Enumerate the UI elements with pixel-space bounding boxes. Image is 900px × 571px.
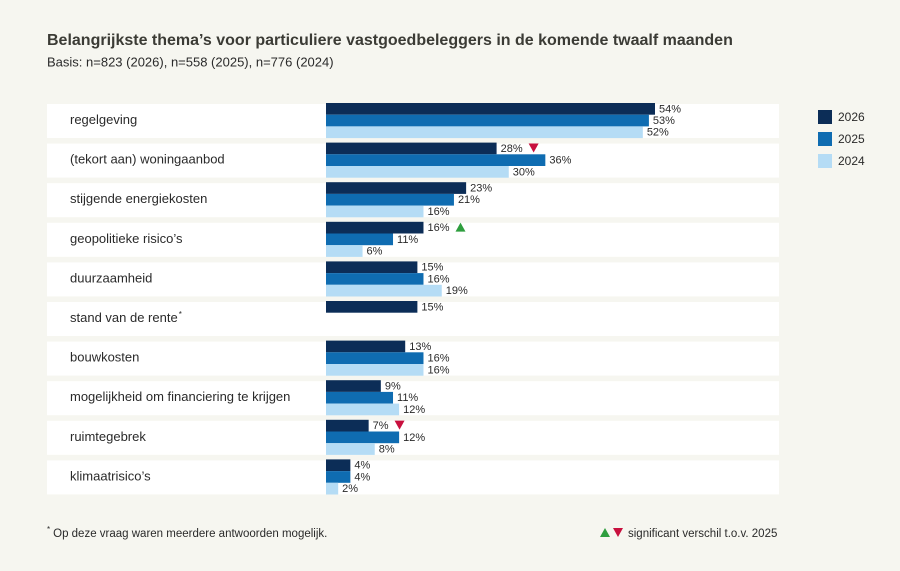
category-text: ruimtegebrek [70, 429, 146, 444]
category-label: duurzaamheid [70, 271, 152, 286]
legend-label: 2026 [838, 110, 865, 124]
value-label: 16% [427, 222, 449, 234]
legend-label: 2025 [838, 132, 865, 146]
value-label: 16% [427, 353, 449, 365]
chart-title: Belangrijkste thema’s voor particuliere … [47, 32, 733, 49]
value-label: 16% [427, 206, 449, 218]
category-text: klimaatrisico’s [70, 469, 151, 484]
bar [326, 471, 351, 483]
value-label: 7% [373, 420, 389, 432]
bar [326, 245, 363, 257]
value-label: 9% [385, 380, 401, 392]
bar [326, 154, 546, 166]
category-label: (tekort aan) woningaanbod [70, 152, 225, 167]
bar [326, 301, 418, 313]
value-label: 15% [421, 262, 443, 274]
value-label: 36% [549, 155, 571, 167]
footnote-marker: * [47, 525, 50, 534]
value-label: 23% [470, 182, 492, 194]
category-text: regelgeving [70, 112, 137, 127]
row-band [47, 460, 779, 495]
value-label: 12% [403, 432, 425, 444]
footnote: * Op deze vraag waren meerdere antwoorden… [47, 525, 327, 540]
legend-swatch [818, 132, 832, 146]
category-label: klimaatrisico’s [70, 469, 151, 484]
category-label: mogelijkheid om financiering te krijgen [70, 390, 290, 405]
legend-label: 2024 [838, 154, 865, 168]
category-text: duurzaamheid [70, 271, 152, 286]
bar [326, 182, 467, 194]
category-text: stand van de rente [70, 310, 178, 325]
bar [326, 103, 655, 115]
value-label: 28% [501, 143, 523, 155]
value-label: 4% [354, 471, 370, 483]
value-label: 8% [379, 443, 395, 455]
bar [326, 419, 369, 432]
value-label: 2% [342, 483, 358, 495]
significance-legend-up [600, 528, 610, 537]
category-text: bouwkosten [70, 350, 139, 365]
bar [326, 126, 643, 139]
category-label: stijgende energiekosten [70, 192, 207, 207]
bar [326, 391, 394, 404]
value-label: 6% [367, 245, 383, 257]
significance-marker [455, 222, 466, 232]
category-text: (tekort aan) woningaanbod [70, 152, 225, 167]
row-band [47, 381, 779, 416]
value-label: 11% [397, 234, 418, 246]
category-label: stand van de rente* [70, 310, 182, 326]
value-label: 53% [653, 115, 675, 127]
bar [326, 261, 418, 274]
category-label: bouwkosten [70, 350, 139, 365]
bar [326, 166, 509, 178]
value-label: 19% [446, 285, 468, 297]
bar [326, 380, 381, 392]
value-label: 21% [458, 194, 480, 206]
footnote-marker: * [179, 310, 182, 319]
significance-legend: significant verschil t.o.v. 2025 [628, 528, 777, 540]
legend-swatch [818, 110, 832, 124]
value-label: 12% [403, 404, 425, 416]
value-label: 11% [397, 392, 418, 404]
bar [326, 142, 497, 155]
bar [326, 459, 351, 472]
significance-legend-down [613, 528, 623, 537]
value-label: 54% [659, 103, 681, 115]
bar [326, 114, 649, 127]
category-text: geopolitieke risico’s [70, 231, 183, 246]
category-label: ruimtegebrek [70, 429, 146, 444]
footnote-text: Op deze vraag waren meerdere antwoorden … [53, 528, 327, 540]
chart-subtitle: Basis: n=823 (2026), n=558 (2025), n=776… [47, 54, 334, 69]
value-label: 13% [409, 341, 431, 353]
bar [326, 482, 339, 495]
category-label: geopolitieke risico’s [70, 231, 183, 246]
value-label: 52% [647, 127, 669, 139]
bar [326, 352, 424, 364]
category-text: mogelijkheid om financiering te krijgen [70, 390, 290, 405]
bar [326, 443, 375, 455]
bar [326, 403, 400, 416]
bar [326, 233, 394, 246]
bar [326, 193, 454, 206]
category-text: stijgende energiekosten [70, 192, 207, 207]
bar [326, 221, 424, 234]
value-label: 16% [427, 273, 449, 285]
bar [326, 284, 442, 297]
bar [326, 205, 424, 218]
value-label: 15% [421, 301, 443, 313]
value-label: 30% [513, 166, 535, 178]
legend-swatch [818, 154, 832, 168]
bar [326, 431, 400, 444]
value-label: 4% [354, 460, 370, 472]
row-band [47, 420, 779, 455]
bar [326, 364, 424, 376]
bar [326, 340, 406, 353]
category-label: regelgeving [70, 112, 137, 127]
significance-marker [394, 420, 405, 430]
value-label: 16% [427, 364, 449, 376]
bar [326, 273, 424, 285]
significance-marker [528, 143, 539, 153]
